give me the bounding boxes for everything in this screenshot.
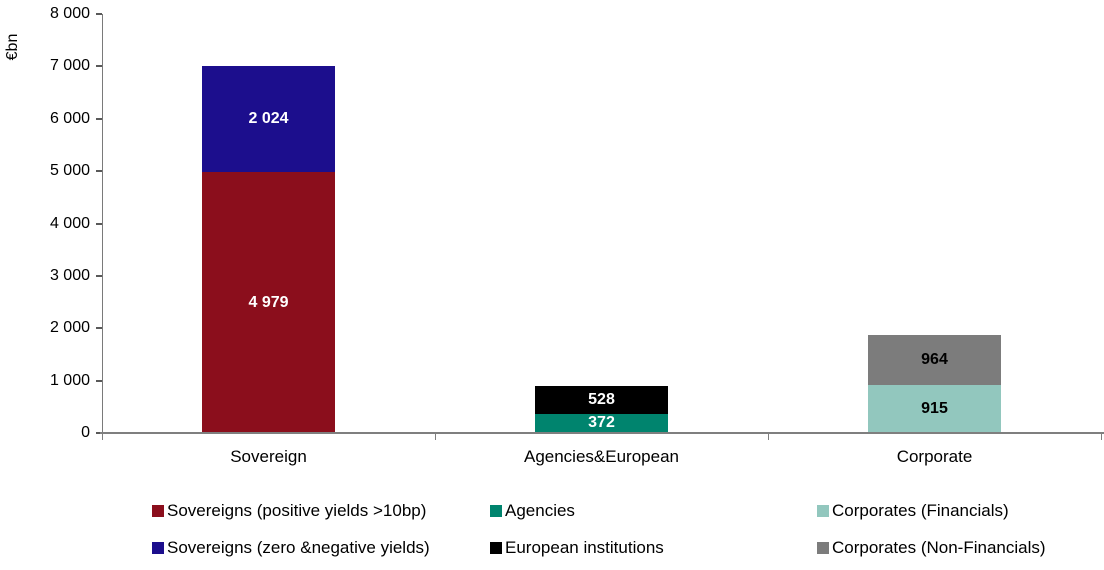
y-tick-label: 4 000 — [49, 214, 90, 232]
bar-segment: 964 — [868, 334, 1001, 386]
bar-segment: 2 024 — [202, 66, 335, 173]
y-tick-label: 5 000 — [49, 162, 90, 180]
y-tick-mark — [96, 65, 102, 68]
legend-item: Corporates (Financials) — [817, 501, 1092, 521]
y-tick-label: 3 000 — [49, 266, 90, 284]
y-tick-mark — [96, 379, 102, 382]
legend-label: Sovereigns (positive yields >10bp) — [167, 501, 427, 520]
y-axis-line — [102, 14, 103, 434]
y-tick-mark — [96, 432, 102, 434]
y-tick-mark — [96, 170, 102, 173]
y-tick-mark — [96, 13, 102, 15]
bar-value-label: 964 — [921, 350, 948, 368]
legend-swatch — [817, 505, 829, 517]
bar-segment: 372 — [535, 413, 668, 433]
y-tick-label: 2 000 — [49, 319, 90, 337]
y-axis-title: €bn — [4, 33, 21, 61]
y-tick-mark — [96, 117, 102, 120]
legend: Sovereigns (positive yields >10bp) Agenci… — [152, 501, 1092, 558]
bar-segment: 4 979 — [202, 172, 335, 433]
y-tick-mark — [96, 222, 102, 225]
bar-value-label: 372 — [588, 414, 615, 432]
x-axis-line — [100, 432, 1104, 434]
x-axis-category-label: Agencies&European — [523, 447, 679, 466]
bar-value-label: 528 — [588, 390, 615, 408]
y-tick-label: 1 000 — [49, 371, 90, 389]
x-axis-category-label: Sovereign — [230, 447, 307, 466]
y-tick-label: 8 000 — [49, 5, 90, 22]
y-tick-label: 0 — [81, 424, 90, 441]
legend-swatch — [490, 505, 502, 517]
x-boundary-tick — [102, 433, 103, 440]
x-boundary-tick — [1101, 433, 1102, 440]
y-tick-label: 6 000 — [49, 109, 90, 127]
legend-item: Sovereigns (positive yields >10bp) — [152, 501, 490, 521]
x-axis-category-label: Corporate — [896, 447, 973, 466]
legend-swatch — [490, 542, 502, 554]
y-tick-mark — [96, 274, 102, 277]
x-boundary-tick — [435, 433, 436, 440]
legend-item: Corporates (Non-Financials) — [817, 538, 1092, 558]
x-boundary-tick — [768, 433, 769, 440]
legend-swatch — [817, 542, 829, 554]
legend-swatch — [152, 542, 164, 554]
legend-label: Agencies — [505, 501, 575, 520]
y-tick-mark — [96, 327, 102, 330]
legend-swatch — [152, 505, 164, 517]
legend-label: European institutions — [505, 538, 664, 557]
bar-value-label: 4 979 — [248, 293, 289, 311]
legend-label: Corporates (Financials) — [832, 501, 1009, 520]
legend-label: Corporates (Non-Financials) — [832, 538, 1046, 557]
legend-item: Sovereigns (zero &negative yields) — [152, 538, 490, 558]
legend-item: Agencies — [490, 501, 817, 521]
bar-segment: 915 — [868, 385, 1001, 433]
y-tick-label: 7 000 — [49, 57, 90, 75]
bar-value-label: 915 — [921, 400, 948, 418]
legend-item: European institutions — [490, 538, 817, 558]
legend-label: Sovereigns (zero &negative yields) — [167, 538, 430, 557]
bar-value-label: 2 024 — [248, 110, 289, 128]
bar-segment: 528 — [535, 385, 668, 414]
